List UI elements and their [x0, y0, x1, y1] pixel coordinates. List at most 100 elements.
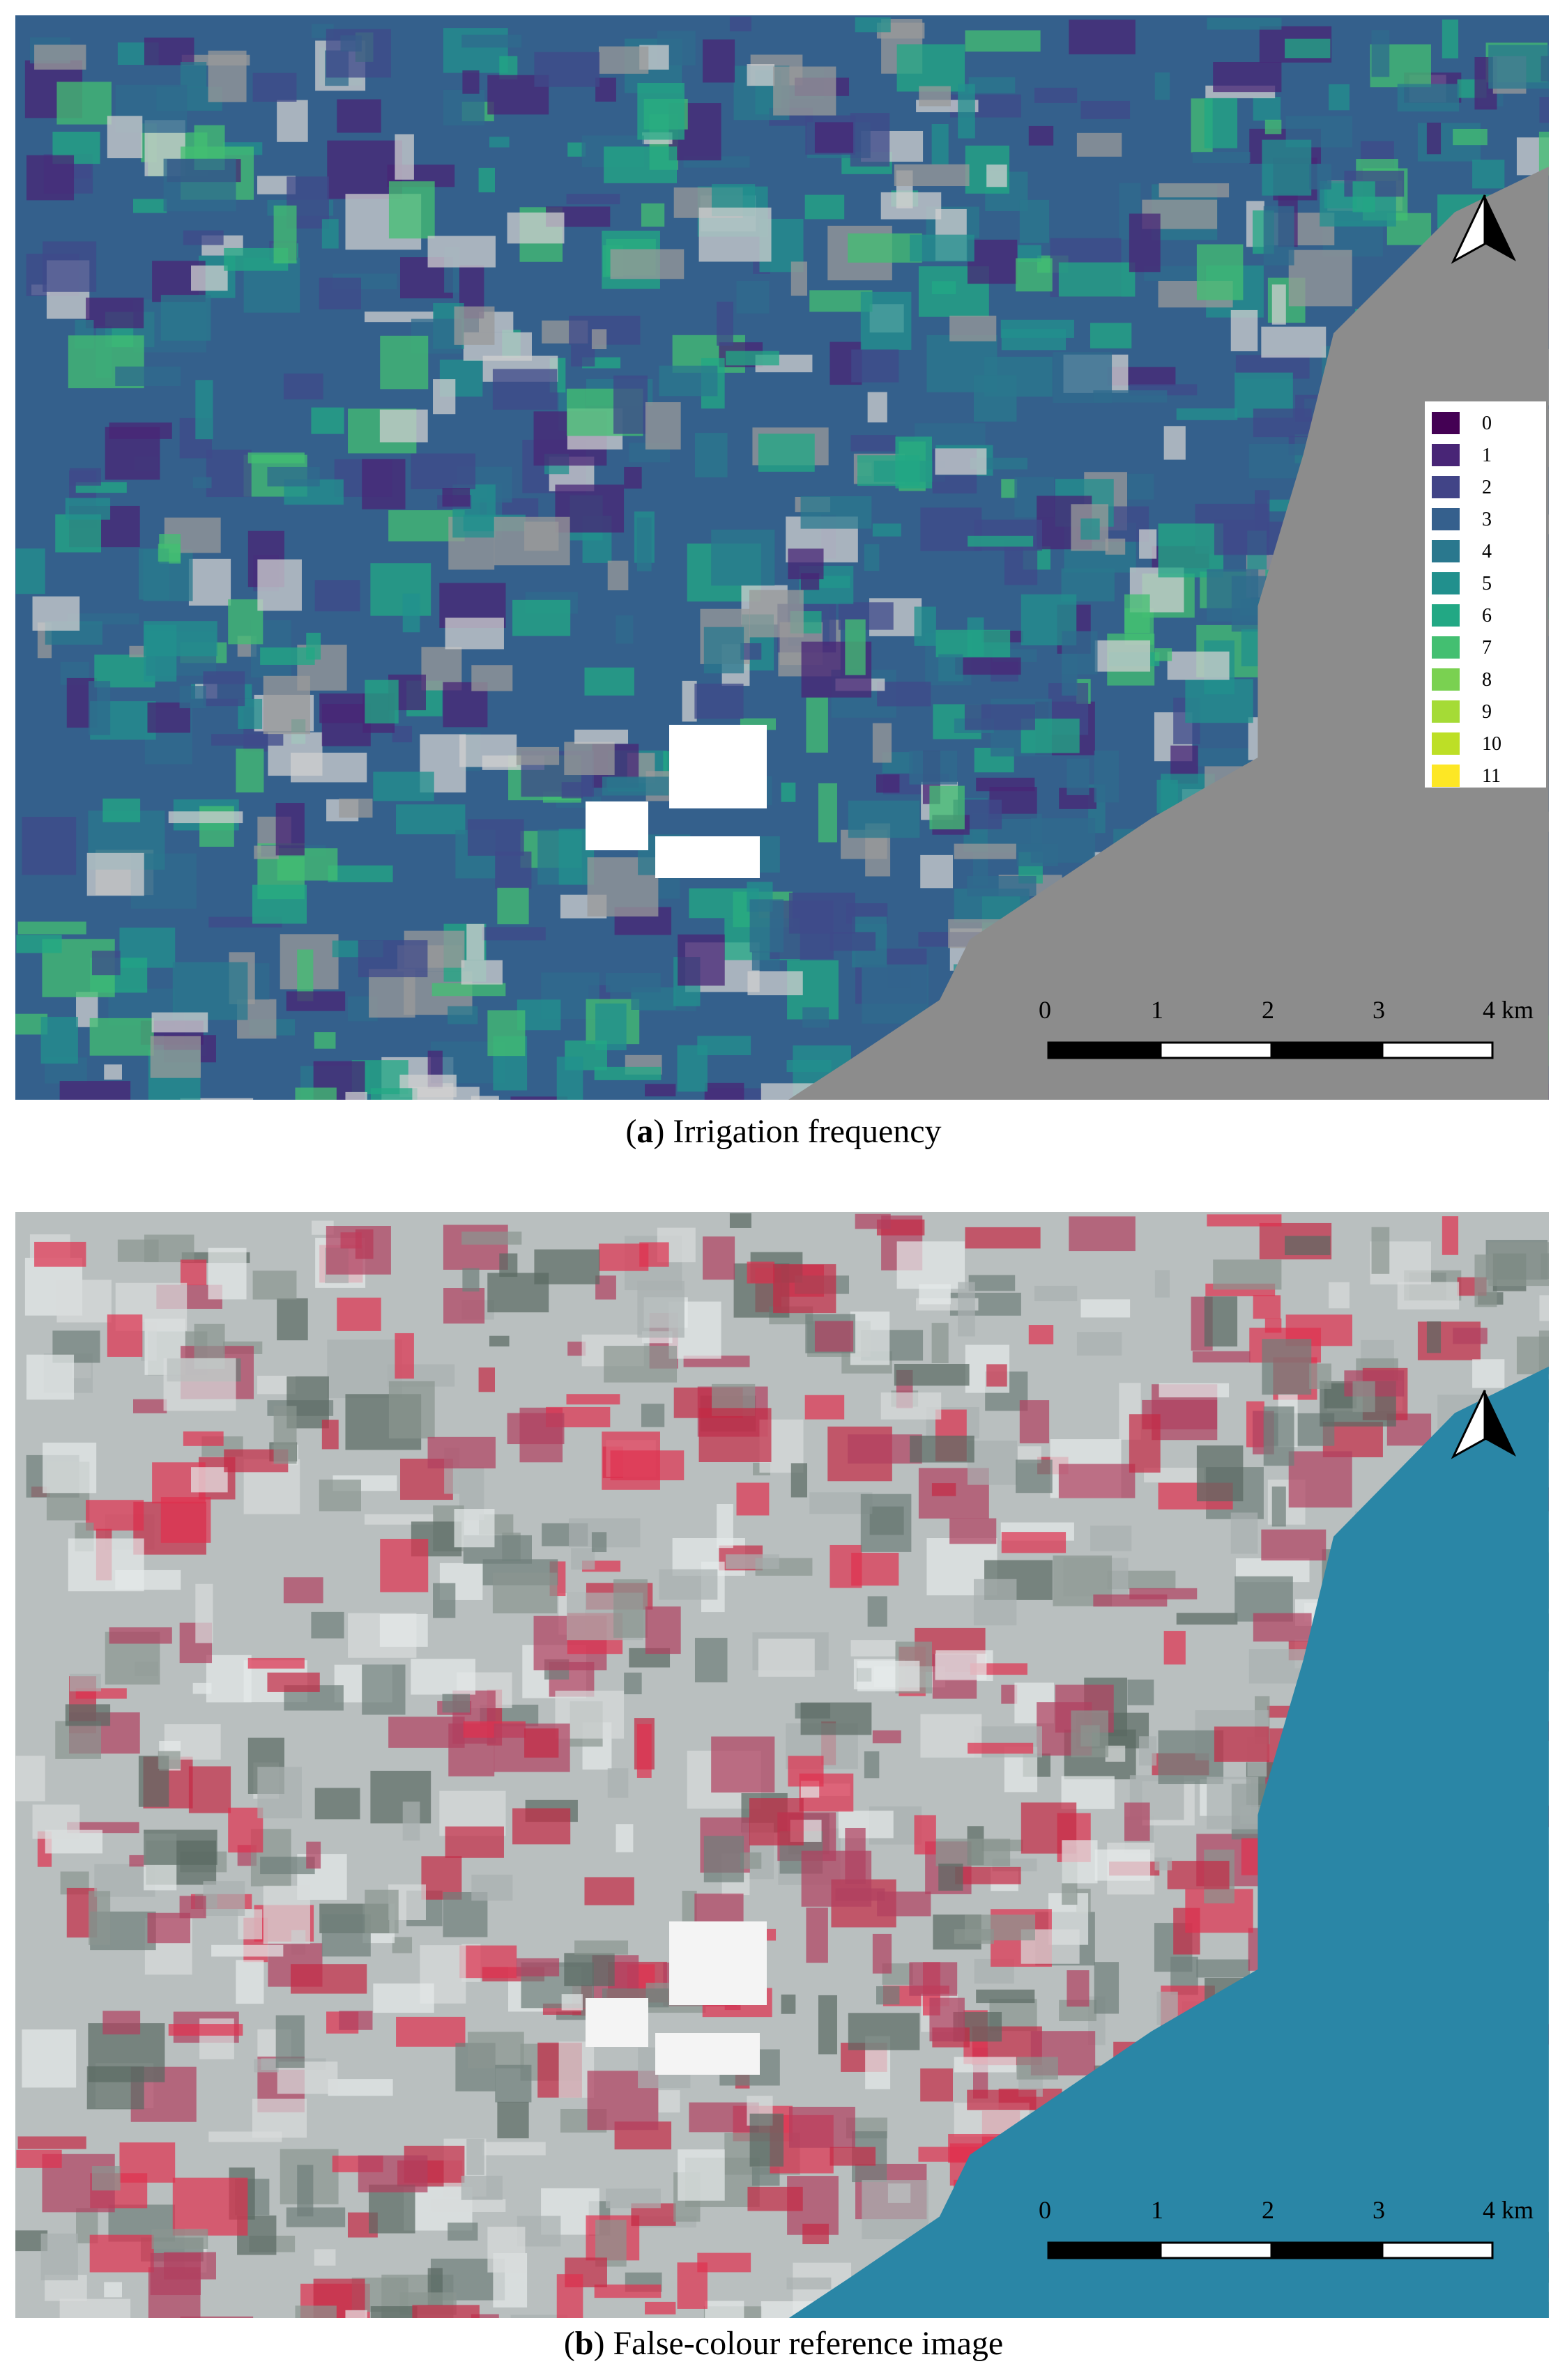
- legend-swatch: [1432, 668, 1460, 691]
- patch: [339, 798, 373, 818]
- patch: [516, 1958, 560, 1976]
- patch: [806, 1907, 828, 1963]
- patch: [1442, 1216, 1459, 1255]
- patch: [949, 1518, 997, 1544]
- patch: [524, 1728, 559, 1758]
- block: [669, 1921, 767, 2005]
- patch: [1090, 1526, 1132, 1551]
- patch: [191, 265, 228, 291]
- patch: [1093, 390, 1168, 403]
- patch: [637, 82, 685, 140]
- patch: [34, 1241, 86, 1267]
- patch: [69, 468, 101, 486]
- patch: [267, 1672, 320, 1692]
- patch: [183, 230, 224, 245]
- patch: [427, 1436, 496, 1468]
- patch: [773, 66, 836, 116]
- patch: [192, 1682, 212, 1694]
- legend-label: 2: [1482, 477, 1492, 498]
- patch: [254, 2059, 279, 2073]
- patch: [1352, 181, 1375, 213]
- patch: [32, 596, 80, 631]
- patch: [267, 466, 320, 486]
- patch: [208, 1247, 247, 1300]
- patch: [818, 1995, 837, 2055]
- patch: [471, 665, 513, 691]
- patch: [567, 142, 586, 157]
- patch: [133, 199, 167, 213]
- patch: [814, 1321, 854, 1352]
- patch: [443, 89, 485, 126]
- patch: [613, 375, 648, 434]
- patch: [497, 887, 529, 925]
- patch: [34, 45, 86, 70]
- caption: (a) Irrigation frequency: [625, 1113, 941, 1150]
- patch: [591, 329, 607, 350]
- patch: [115, 1569, 181, 1590]
- legend-label: 8: [1482, 669, 1492, 691]
- patch: [909, 1962, 958, 1996]
- patch: [1094, 640, 1151, 672]
- patch: [144, 621, 217, 657]
- patch: [705, 1082, 744, 1100]
- patch: [91, 2166, 121, 2191]
- patch: [790, 1463, 807, 1498]
- patch: [40, 2233, 78, 2280]
- patch: [602, 776, 669, 796]
- patch: [459, 1945, 517, 1979]
- patch: [1285, 1236, 1331, 1256]
- patch: [1384, 2312, 1455, 2318]
- patch: [964, 704, 1035, 730]
- patch: [402, 1802, 420, 1841]
- patch: [321, 703, 371, 746]
- scale-segment: [1381, 2241, 1494, 2259]
- patch: [848, 1434, 922, 1464]
- patch: [461, 34, 522, 48]
- patch: [949, 315, 997, 341]
- scale-label: 3: [1373, 996, 1385, 1024]
- patch: [594, 2285, 662, 2298]
- scale-segment: [1381, 1041, 1494, 1059]
- patch: [319, 1480, 361, 1512]
- patch: [740, 1852, 762, 1869]
- patch: [786, 1060, 832, 1073]
- patch: [968, 1742, 1034, 1754]
- patch: [1016, 843, 1058, 867]
- patch: [467, 2032, 524, 2068]
- patch: [1167, 1861, 1230, 1889]
- patch: [478, 1367, 496, 1392]
- patch: [379, 1613, 428, 1647]
- patch: [102, 2011, 141, 2035]
- patch: [1154, 72, 1170, 100]
- patch: [955, 1866, 1021, 1884]
- patch: [958, 84, 975, 139]
- patch: [208, 50, 247, 102]
- patch: [314, 1788, 360, 1820]
- patch: [203, 1881, 245, 1916]
- patch: [909, 751, 958, 785]
- patch: [507, 212, 565, 244]
- patch: [362, 1664, 406, 1715]
- patch: [876, 774, 900, 793]
- patch: [658, 2090, 680, 2113]
- patch: [703, 39, 735, 83]
- patch: [459, 734, 517, 767]
- patch: [594, 1066, 662, 1080]
- patch: [495, 2064, 532, 2103]
- patch: [89, 2234, 154, 2273]
- patch: [682, 1890, 697, 1932]
- north-arrow: [1451, 194, 1516, 264]
- patch: [1076, 1332, 1122, 1356]
- patch: [1154, 1270, 1170, 1298]
- patch: [781, 1994, 796, 2014]
- patch: [1285, 38, 1331, 59]
- block: [655, 836, 760, 878]
- patch: [935, 448, 987, 475]
- patch: [1214, 519, 1269, 555]
- patch: [487, 2227, 526, 2273]
- patch: [788, 892, 855, 934]
- patch: [1171, 1098, 1219, 1100]
- north-arrow: [1451, 1390, 1516, 1459]
- patch: [206, 450, 252, 498]
- patch: [624, 466, 642, 489]
